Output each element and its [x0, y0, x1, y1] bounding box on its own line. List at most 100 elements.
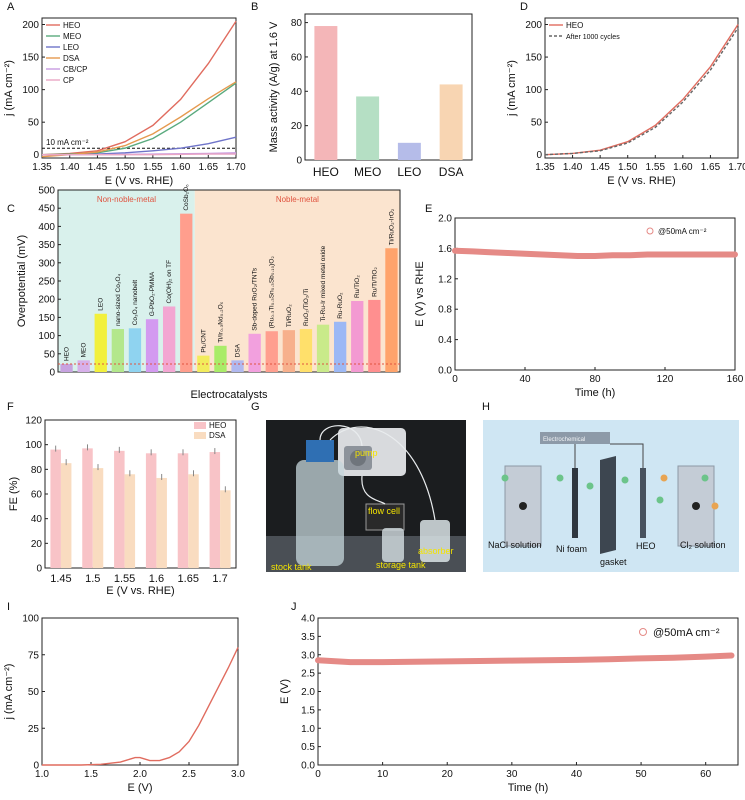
panel-c-chart-ytick-label: 150 [38, 313, 55, 324]
panel-c-chart-category-label: Ru/TiO₂ [354, 275, 361, 298]
right-port [692, 502, 700, 510]
panel-f-chart-bar [124, 474, 136, 568]
panel-e-chart-data-point [540, 251, 545, 257]
photo-label: flow cell [368, 506, 400, 516]
panel-a-chart-ytick-label: 50 [28, 118, 40, 129]
panel-e-chart-ytick-label: 0.8 [438, 305, 452, 316]
panel-c-chart-bar [368, 299, 381, 372]
panel-j-chart-ytick-label: 3.5 [301, 632, 315, 643]
panel-b-chart-category-label: HEO [313, 165, 339, 179]
panel-h-diagram: Electrochemical NaCl solution Ni foam HEO ga… [483, 420, 739, 572]
panel-a-chart-ytick-label: 0 [33, 150, 39, 161]
panel-e-chart-plot-frame [454, 217, 736, 371]
pump-rotor [350, 450, 366, 466]
panel-e-chart-xtick-label: 120 [657, 374, 674, 385]
panel-j-chart-xtick-label: 0 [315, 769, 321, 780]
panel-c-chart-ytick-label: 250 [38, 277, 55, 288]
photo-label: storage tank [376, 560, 426, 570]
panel-j-chart-ytick-label: 0.0 [301, 761, 315, 772]
panel-b-chart-category-label: LEO [397, 165, 421, 179]
panel-e-chart-xtick-label: 40 [519, 374, 531, 385]
panel-i-chart-ytick-label: 100 [22, 614, 39, 625]
panel-j-chart: 0 10 20 30 40 50 60 0.0 0.5 1.0 1.5 2.0 2.5 3.0 3.5 4.0… [279, 614, 739, 794]
panel-e-chart-ylabel: E (V) vs RHE [414, 261, 426, 326]
panel-e-chart-data-point [645, 251, 650, 257]
panel-i-chart-ytick-label: 50 [28, 687, 40, 698]
panel-a-chart-ytick-label: 200 [22, 20, 39, 31]
panel-f-chart-ytick-label: 0 [36, 564, 42, 575]
panel-e-chart-legend-marker [646, 227, 654, 235]
diagram-label: NaCl solution [488, 540, 542, 550]
panel-j-chart-data-point [412, 659, 418, 665]
photo-label: stock tank [271, 562, 312, 572]
ion-sphere-icon [556, 474, 564, 482]
power-supply-box [540, 432, 610, 444]
panel-d-chart-ytick-label: 200 [525, 20, 542, 31]
panel-f-chart-bar [156, 477, 167, 568]
panel-d-chart-plot-frame [544, 17, 739, 159]
panel-f-chart-bar [220, 490, 231, 568]
panel-b-chart-category-label: DSA [439, 165, 464, 179]
panel-f-chart-category-label: 1.45 [50, 573, 71, 585]
panel-e-chart-data-point [697, 251, 703, 257]
panel-f-chart-ytick-label: 100 [25, 440, 42, 451]
panel-letter-a: A [7, 1, 15, 13]
photo-label: pump [355, 448, 378, 458]
panel-c-chart-category-label: nano-sized Co₃O₄ [115, 273, 122, 326]
panel-b-chart-ylabel: Mass activity (A/g) at 1.6 V [268, 21, 280, 152]
panel-c-chart-xlabel: Electrocatalysts [190, 389, 268, 401]
panel-c-chart-bar [351, 301, 364, 372]
panel-j-chart-data-band [315, 652, 735, 666]
panel-a-chart-xtick-label: 1.40 [60, 162, 80, 173]
panel-letter-b: B [251, 1, 258, 13]
panel-e-chart: 0 40 80 120 160 0.0 0.4 0.8 1.2 1.6 2.0 @50mA cm⁻² T… [414, 214, 744, 400]
panel-c-chart-category-label: Co(OH)₂ on TF [166, 260, 173, 304]
panel-e-chart-data-point [522, 251, 528, 257]
panel-d-chart-series-line [544, 27, 739, 156]
panel-c-chart-bar [333, 321, 347, 372]
panel-a-chart-legend-label: MEO [63, 32, 81, 41]
panel-c-chart-category-label: Ru-RuO₂ [337, 292, 344, 319]
panel-j-chart-data-point [573, 657, 579, 663]
panel-e-chart-data-point [715, 251, 720, 257]
panel-b-chart-bar [314, 26, 338, 160]
absorber-vessel [420, 520, 450, 562]
panel-a-chart-xtick-label: 1.50 [115, 162, 135, 173]
panel-c-chart-bar [231, 360, 244, 372]
panel-d-chart-legend-label: HEO [566, 21, 583, 30]
power-supply-label: Electrochemical [543, 437, 585, 443]
panel-c-chart-category-label: CoSb₂O₆ [183, 184, 190, 211]
panel-e-chart-xtick-label: 80 [589, 374, 601, 385]
panel-c-chart-region-label: Noble-metal [276, 195, 319, 204]
panel-letter-i: I [7, 601, 10, 613]
panel-letter-e: E [425, 203, 432, 215]
panel-a-chart-xtick-label: 1.65 [199, 162, 219, 173]
panel-e-chart-ytick-label: 2.0 [438, 214, 452, 225]
panel-c-chart-ytick-label: 50 [44, 349, 56, 360]
panel-c-chart-bar [299, 329, 313, 372]
panel-f-chart-xlabel: E (V vs. RHE) [106, 585, 174, 597]
panel-f-chart-ytick-label: 20 [31, 539, 43, 550]
panel-c-chart-category-label: (Ru₀.₃Ti₀.₃Sn₀.₃Sb₀.₁₀)O₂ [269, 256, 276, 329]
panel-j-chart-data-point [315, 657, 321, 663]
panel-c-chart-bar [214, 345, 227, 372]
panel-a-chart-legend-label: LEO [63, 43, 79, 52]
panel-a-chart-xlabel: E (V vs. RHE) [105, 175, 173, 187]
panel-c-chart-category-label: DSA [235, 343, 242, 357]
panel-j-chart-ylabel: E (V) [279, 679, 291, 704]
flow-cell [365, 503, 405, 531]
ni-foam-electrode [572, 468, 578, 538]
panel-c-chart-ytick-label: 400 [38, 222, 55, 233]
panel-j-chart-ytick-label: 0.5 [301, 742, 315, 753]
panel-d-chart-ytick-label: 100 [525, 85, 542, 96]
panel-f-chart-bar [114, 450, 125, 568]
diagram-label: Cl₂ solution [680, 540, 726, 550]
panel-letter-g: G [251, 401, 260, 413]
panel-e-chart-legend-label: @50mA cm⁻² [658, 227, 707, 236]
panel-j-chart-xlabel: Time (h) [508, 782, 549, 794]
panel-a-chart-ylabel: j (mA cm⁻²) [3, 60, 15, 117]
panel-c-chart-bar [180, 213, 193, 372]
panel-f-chart-category-label: 1.7 [212, 573, 227, 585]
panel-b-chart-bar [439, 84, 463, 160]
panel-c-chart-bar [282, 330, 296, 372]
